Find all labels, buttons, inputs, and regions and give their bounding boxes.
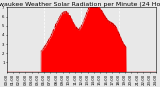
Title: Milwaukee Weather Solar Radiation per Minute (24 Hours): Milwaukee Weather Solar Radiation per Mi…	[0, 2, 160, 7]
